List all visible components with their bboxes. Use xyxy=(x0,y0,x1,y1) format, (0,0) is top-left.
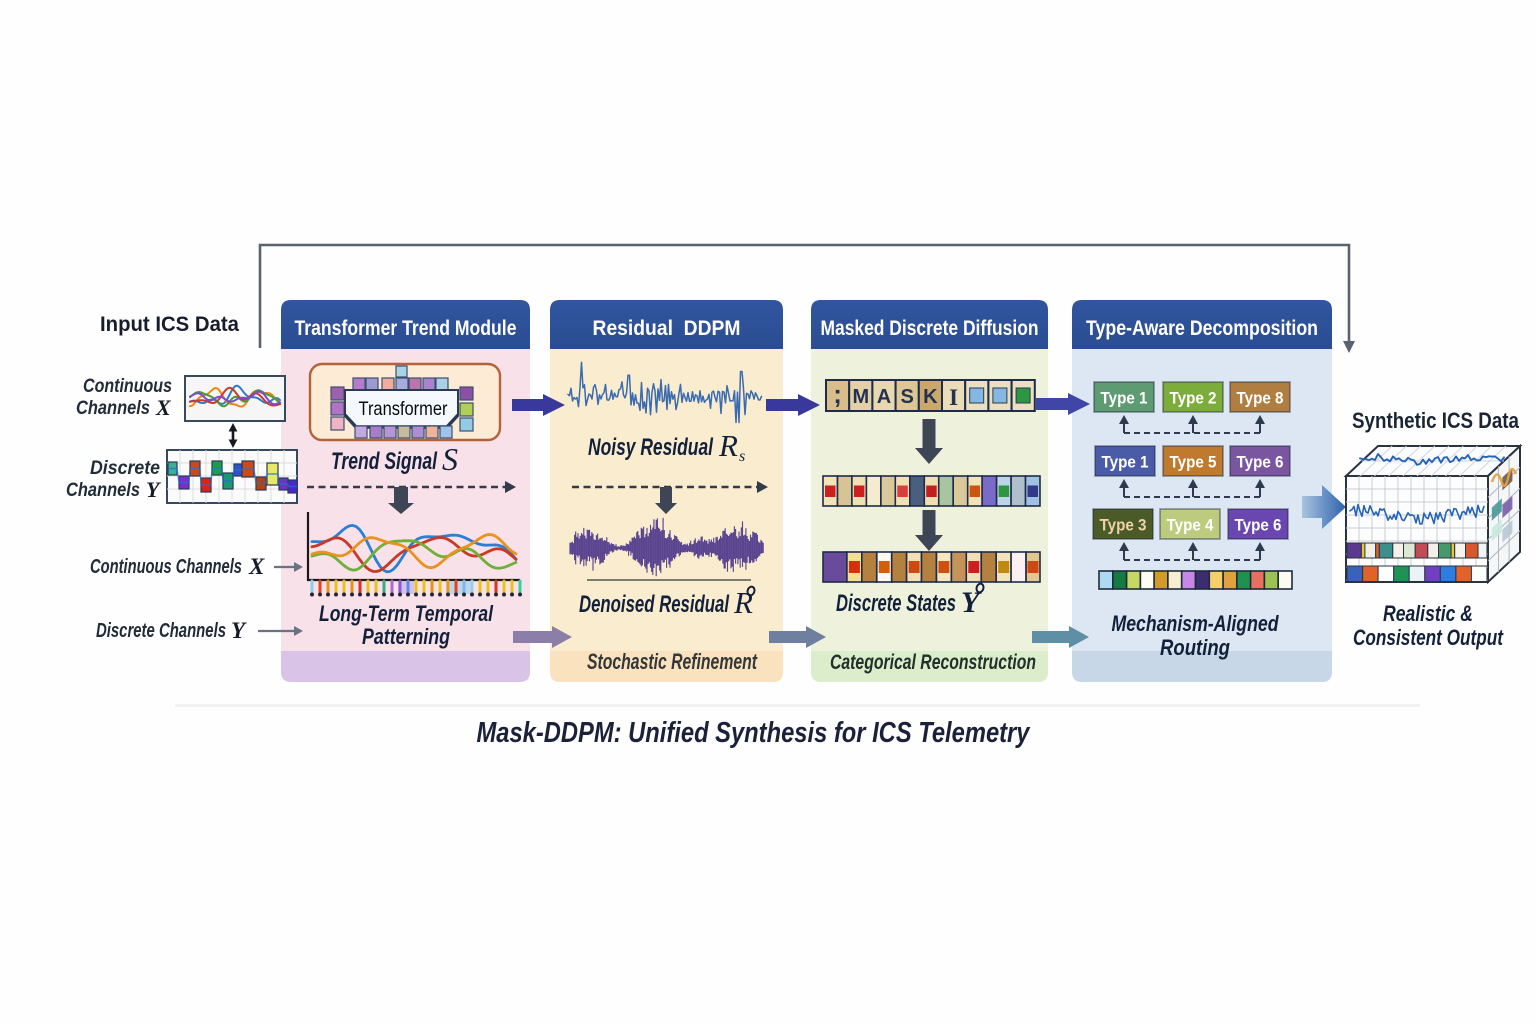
svg-text:Type 2: Type 2 xyxy=(1170,389,1217,408)
svg-text:Y: Y xyxy=(231,618,247,643)
svg-text:Trend Signal: Trend Signal xyxy=(331,448,438,475)
svg-text:Consistent Output: Consistent Output xyxy=(1353,625,1504,650)
svg-text:Discrete Channels: Discrete Channels xyxy=(96,620,226,642)
svg-text:Long-Term Temporal: Long-Term Temporal xyxy=(319,601,494,626)
svg-text:Categorical Reconstruction: Categorical Reconstruction xyxy=(830,651,1036,674)
svg-text:I: I xyxy=(949,385,958,410)
svg-text:Continuous Channels: Continuous Channels xyxy=(90,556,242,578)
svg-text:Type-Aware Decomposition: Type-Aware Decomposition xyxy=(1086,317,1318,340)
svg-text:Denoised Residual: Denoised Residual xyxy=(579,591,730,618)
svg-text:Type 6: Type 6 xyxy=(1235,516,1282,535)
svg-text:Transformer: Transformer xyxy=(359,398,448,420)
svg-text:X: X xyxy=(248,554,265,579)
svg-text:Discrete States: Discrete States xyxy=(836,590,956,617)
svg-text:K: K xyxy=(923,386,938,408)
svg-text:Type 1: Type 1 xyxy=(1101,389,1148,408)
svg-text:M: M xyxy=(852,386,869,408)
svg-text:Y: Y xyxy=(146,477,162,502)
svg-text:Synthetic ICS Data: Synthetic ICS Data xyxy=(1352,408,1520,433)
svg-text:Channels: Channels xyxy=(76,398,150,419)
svg-text:Transformer Trend Module: Transformer Trend Module xyxy=(295,317,517,340)
svg-text:;: ; xyxy=(833,379,842,409)
svg-text:R: R xyxy=(718,428,738,463)
svg-text:Discrete: Discrete xyxy=(90,458,160,479)
svg-text:Input ICS Data: Input ICS Data xyxy=(100,313,239,336)
svg-text:Channels: Channels xyxy=(66,480,140,501)
svg-text:S: S xyxy=(901,386,914,408)
svg-text:Routing: Routing xyxy=(1160,635,1230,660)
svg-text:Type 5: Type 5 xyxy=(1170,453,1217,472)
svg-text:Realistic &: Realistic & xyxy=(1383,601,1473,626)
svg-text:R: R xyxy=(733,585,753,620)
svg-text:Y: Y xyxy=(961,586,982,619)
svg-text:s: s xyxy=(739,448,745,465)
svg-text:Masked Discrete Diffusion: Masked Discrete Diffusion xyxy=(821,317,1039,340)
svg-text:X: X xyxy=(155,395,172,420)
svg-text:A: A xyxy=(877,386,891,408)
svg-text:Type 4: Type 4 xyxy=(1167,516,1214,535)
svg-text:Type 6: Type 6 xyxy=(1237,453,1284,472)
svg-text:Stochastic Refinement: Stochastic Refinement xyxy=(587,649,758,674)
svg-text:Type 3: Type 3 xyxy=(1100,516,1147,535)
svg-text:Patterning: Patterning xyxy=(362,624,450,649)
svg-text:Residual DDPM: Residual DDPM xyxy=(593,317,741,340)
svg-text:Type 8: Type 8 xyxy=(1237,389,1284,408)
svg-text:Mask-DDPM: Unified Synthesis f: Mask-DDPM: Unified Synthesis for ICS Tel… xyxy=(477,717,1032,749)
svg-text:Continuous: Continuous xyxy=(83,376,172,397)
svg-text:S: S xyxy=(442,441,458,477)
svg-text:Noisy Residual: Noisy Residual xyxy=(588,434,714,461)
svg-text:Mechanism-Aligned: Mechanism-Aligned xyxy=(1112,611,1279,636)
svg-text:Type 1: Type 1 xyxy=(1102,453,1149,472)
